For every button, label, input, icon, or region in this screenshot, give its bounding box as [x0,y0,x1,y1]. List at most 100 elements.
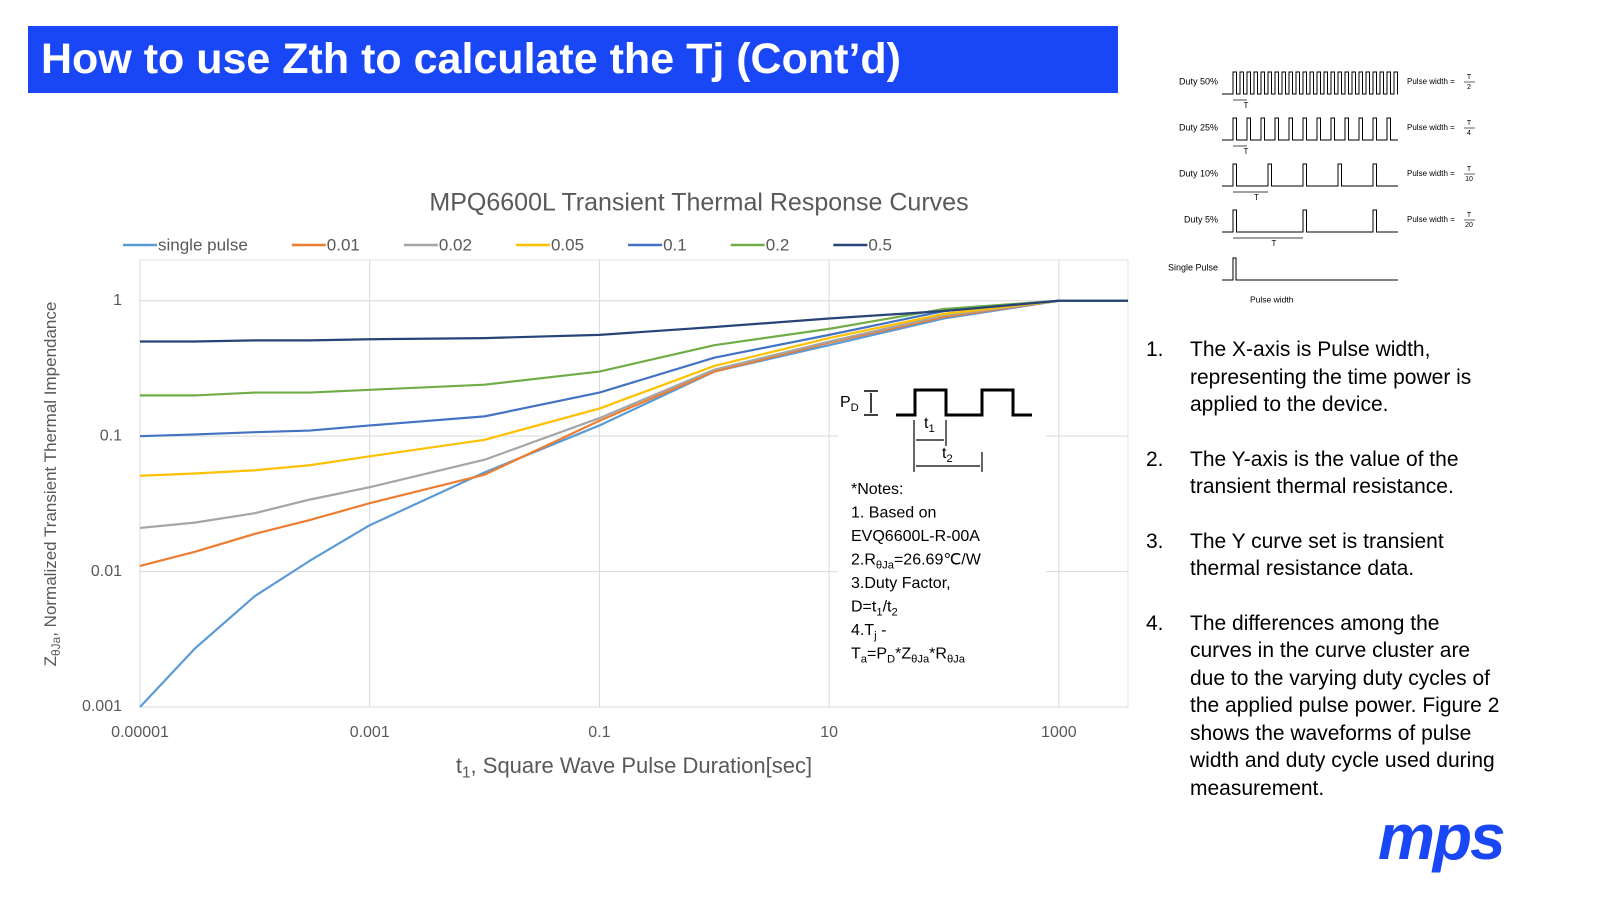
note-line-part: θJa [911,653,930,665]
series-line [140,299,1128,397]
list-item: 3. The Y curve set is transient thermal r… [1146,528,1526,583]
note-line-part: 1 [876,606,882,618]
t2-label: t2 [942,445,953,465]
legend-label: 0.2 [766,235,790,254]
note-line-part: D [887,653,895,665]
note-line: 4.Tj - [851,622,886,642]
fraction-num: T [1467,212,1472,219]
list-number: 3. [1146,529,1164,553]
period-label: T [1244,101,1249,110]
list-item: 1. The X-axis is Pulse width, representin… [1146,336,1526,419]
slide-title: How to use Zth to calculate the Tj (Cont… [28,26,1118,93]
note-line-part: T [851,646,861,663]
pd-label-part: P [840,394,851,411]
fraction-num: T [1467,74,1472,81]
note-line-part: - [877,622,887,639]
pd-bracket [864,390,878,416]
note-line: 2.RθJa=26.69℃/W [851,552,982,572]
series-line [139,299,1128,708]
list-text: The Y curve set is transient thermal res… [1190,529,1444,581]
legend-label: 0.05 [551,235,584,254]
x-axis-label-part: t [456,753,462,778]
chart-title: MPQ6600L Transient Thermal Response Curv… [429,189,968,217]
pulse-width-note: Pulse width [1250,294,1294,304]
pulse-width-label: Pulse width = [1407,215,1455,224]
period-label: T [1244,147,1249,156]
note-line-part: θJa [876,559,895,571]
pd-label-part: D [851,402,859,414]
logo: mps [1378,801,1506,873]
note-line-part: =P [867,646,887,663]
note-line-part: 4.T [851,622,874,639]
note-line: EVQ6600L-R-00A [851,528,980,545]
list-text: The differences among the curves in the … [1190,611,1500,800]
y-tick-label: 1 [113,292,122,309]
x-axis-label: t1, Square Wave Pulse Duration[sec] [456,753,812,782]
list-number: 2. [1146,447,1164,471]
fraction-num: T [1467,120,1472,127]
duty-label: Duty 5% [1184,214,1218,224]
list-text: The X-axis is Pulse width, representing … [1190,338,1472,416]
t2-label-part: 2 [946,453,952,465]
pulse-diagram [896,388,1032,417]
duty-label: Duty 25% [1179,122,1218,132]
period-label: T [1272,239,1277,248]
list-item: 2. The Y-axis is the value of the transie… [1146,446,1526,501]
y-axis-label-part: Z [41,656,60,666]
t1-label: t1 [924,415,935,435]
legend-label: 0.02 [439,235,472,254]
y-tick-label: 0.1 [100,427,122,444]
y-tick-label: 0.001 [82,698,122,715]
x-tick-label: 1000 [1041,724,1077,741]
note-line: *Notes: [851,481,903,498]
note-line-part: /t [883,599,892,616]
t2-label-part: t [942,445,947,462]
note-line: D=t1/t2 [851,599,898,619]
waveform-figure: Duty 50% T Pulse width = T 2 Duty 25% T Pulse w… [1168,71,1475,304]
pulse-width-label: Pulse width = [1407,77,1455,86]
list-item: 4. The differences among the curves in th… [1146,610,1526,803]
pulse-width-label: Pulse width = [1407,123,1455,132]
waveform [1222,71,1398,95]
t1-label-part: 1 [928,423,934,435]
fraction-den: 4 [1467,130,1471,137]
t-arrows [913,420,983,472]
waveform [1222,257,1398,281]
pd-label: PD [840,394,859,414]
t1-label-part: t [924,415,929,432]
series-line [139,299,1128,568]
duty-label: Duty 50% [1179,76,1218,86]
legend-label: 0.5 [868,235,892,254]
note-line: 1. Based on [851,505,936,522]
legend-label: single pulse [158,235,248,254]
series-line [140,299,1128,343]
pulse-width-label: Pulse width = [1407,169,1455,178]
y-tick-label: 0.01 [91,563,122,580]
fraction-den: 10 [1465,176,1473,183]
series-line [139,299,1128,477]
series-line [139,299,1128,530]
explanation-list: 1. The X-axis is Pulse width, representin… [1146,336,1526,829]
waveform [1222,209,1398,233]
list-number: 4. [1146,611,1164,635]
single-label: Single Pulse [1168,262,1218,272]
duty-label: Duty 10% [1179,168,1218,178]
list-text: The Y-axis is the value of the transient… [1190,447,1459,499]
note-line-part: *Z [895,646,911,663]
note-line: 3.Duty Factor, [851,575,951,592]
x-axis-label-part: 1 [462,765,471,782]
notes-box [838,378,1046,690]
x-tick-label: 0.1 [588,724,610,741]
note-line-part: j [873,630,877,642]
waveform [1222,163,1398,187]
note-line-part: 2.R [851,552,876,569]
legend-label: 0.1 [663,235,687,254]
x-tick-label: 0.00001 [111,724,169,741]
note-line-part: 2 [891,606,897,618]
x-axis-label-part: , Square Wave Pulse Duration[sec] [471,753,813,778]
note-line-part: a [861,653,868,665]
fraction-num: T [1467,166,1472,173]
